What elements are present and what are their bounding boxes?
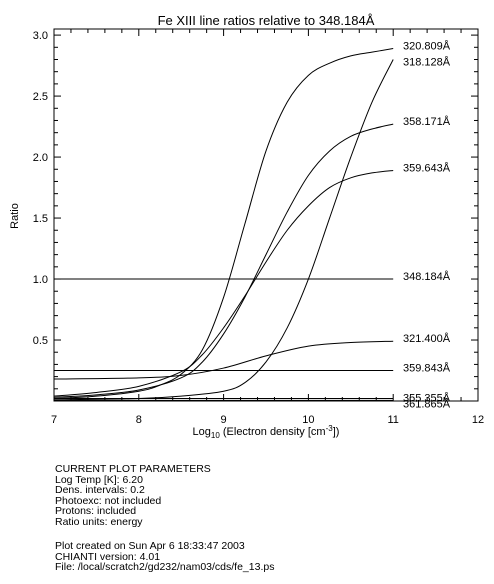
series-label: 348.184Å (403, 270, 451, 283)
series-label: 321.400Å (403, 332, 451, 345)
parameter-line: Log Temp [K]: 6.20 (55, 473, 143, 486)
chianti-version-line: CHIANTI version: 4.01 (55, 550, 161, 563)
y-tick-label: 1.0 (33, 274, 48, 286)
plot-created-line: Plot created on Sun Apr 6 18:33:47 2003 (55, 540, 245, 552)
series-label: 359.843Å (403, 362, 451, 375)
series-label: 358.171Å (403, 115, 451, 128)
x-axis-label-superscript: -3 (326, 424, 334, 433)
series-line (53, 48, 394, 400)
parameters-heading: CURRENT PLOT PARAMETERS (55, 463, 211, 475)
y-tick-label: 2.0 (33, 152, 48, 164)
axis-ticks (53, 29, 479, 401)
x-axis-label: Log10 (Electron density [cm-3]) (193, 424, 340, 440)
series-label: 359.643Å (403, 162, 451, 175)
series-line (53, 169, 394, 397)
series-label: 361.865Å (403, 397, 451, 410)
y-tick-label: 1.5 (33, 213, 48, 225)
series-label: 320.809Å (403, 40, 451, 53)
plot-info: Plot created on Sun Apr 6 18:33:47 2003 … (55, 541, 274, 573)
line-ratio-chart: Fe XIII line ratios relative to 348.184Å… (9, 13, 484, 440)
plot-parameters: CURRENT PLOT PARAMETERS Log Temp [K]: 6.… (55, 464, 211, 528)
series-line (53, 340, 394, 380)
axis-tick-labels: 7 8 9 10 11 12 0.5 1.0 1.5 2.0 2.5 3.0 (33, 30, 484, 426)
x-tick-label: 12 (472, 414, 484, 426)
x-tick-label: 7 (51, 414, 57, 426)
parameter-line: Photoexc: not included (55, 494, 162, 507)
plot-frame (53, 28, 479, 402)
y-tick-label: 0.5 (33, 335, 48, 347)
x-tick-label: 8 (136, 414, 142, 426)
y-axis-label: Ratio (9, 203, 21, 229)
series-label: 318.128Å (403, 56, 451, 69)
plot-lines (53, 48, 394, 401)
x-tick-label: 9 (221, 414, 227, 426)
series-line (53, 59, 394, 401)
x-axis-label-end: ]) (333, 426, 340, 438)
y-tick-label: 2.5 (33, 91, 48, 103)
x-tick-label: 11 (387, 414, 398, 426)
x-axis-label-subscript: 10 (211, 431, 220, 440)
parameter-line: Protons: included (55, 505, 137, 518)
chart-title: Fe XIII line ratios relative to 348.184Å (158, 13, 375, 28)
x-axis-label-rest: (Electron density [cm (220, 426, 326, 438)
parameter-line: Ratio units: energy (55, 515, 143, 528)
line-labels: 320.809Å 318.128Å 358.171Å 359.643Å 348.184Å… (403, 40, 451, 411)
series-line (53, 123, 394, 398)
parameter-line: Dens. intervals: 0.2 (55, 484, 145, 497)
file-path-line: File: /local/scratch2/gd232/nam03/cds/fe… (55, 561, 275, 574)
y-tick-label: 3.0 (33, 30, 48, 42)
x-axis-label-main: Log (193, 426, 211, 438)
x-tick-label: 10 (302, 414, 314, 426)
